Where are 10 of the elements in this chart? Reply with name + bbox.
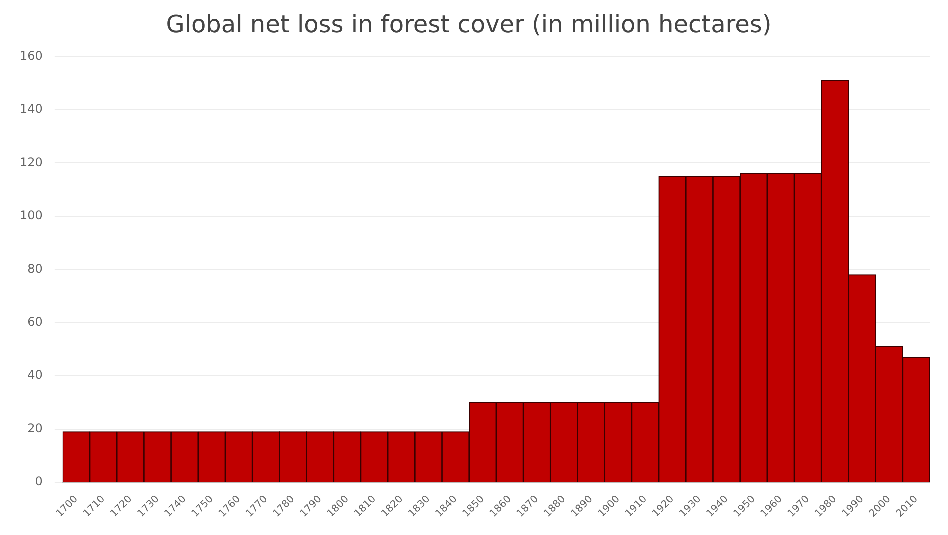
- y-tick-label: 40: [28, 368, 43, 382]
- y-tick-label: 160: [20, 48, 43, 63]
- y-tick-label: 120: [20, 155, 43, 170]
- y-tick-label: 60: [28, 315, 43, 329]
- y-tick-label: 20: [28, 421, 43, 436]
- y-tick-label: 80: [28, 262, 43, 276]
- y-tick-label: 100: [20, 208, 43, 223]
- y-tick-label: 140: [20, 102, 43, 116]
- y-tick-label: 0: [35, 474, 43, 489]
- chart-title: Global net loss in forest cover (in million hectares): [166, 10, 772, 39]
